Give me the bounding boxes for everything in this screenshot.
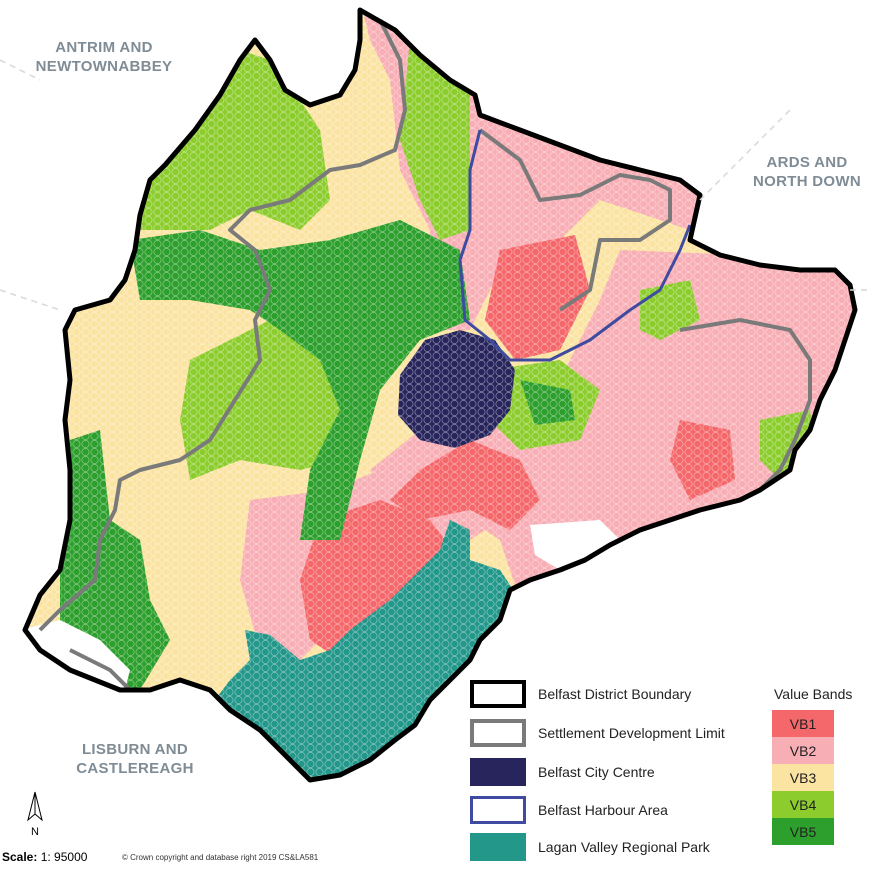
vb2-band: VB2	[772, 737, 834, 764]
value-bands-title: Value Bands	[774, 686, 853, 702]
district-boundary-line	[22, 7, 858, 783]
settlement-limit-line	[679, 318, 812, 492]
legend-item-city-centre: Belfast City Centre	[470, 758, 655, 786]
region-label-lisburn: LISBURN AND CASTLEREAGH	[76, 741, 194, 777]
scale-text: Scale: 1: 95000	[2, 850, 88, 864]
legend-item-lagan: Lagan Valley Regional Park	[470, 833, 710, 861]
neighbour-boundary	[0, 289, 61, 311]
neighbour-boundary	[0, 59, 41, 81]
vb3-band: VB3	[772, 764, 834, 791]
legend-item-boundary: Belfast District Boundary	[470, 680, 691, 708]
settlement-limit-line	[69, 648, 132, 692]
city-centre-swatch	[470, 758, 526, 786]
legend-item-harbour: Belfast Harbour Area	[470, 796, 668, 824]
legend-item-settlement: Settlement Development Limit	[470, 719, 725, 747]
lagan-swatch	[470, 833, 526, 861]
north-label: N	[31, 826, 39, 838]
vb4-band: VB4	[772, 791, 834, 818]
settlement-limit-line	[38, 19, 407, 632]
copyright-text: © Crown copyright and database right 201…	[122, 853, 319, 862]
boundary-swatch	[470, 680, 526, 708]
region-label-ards: ARDS AND NORTH DOWN	[753, 154, 861, 190]
settlement-swatch	[470, 719, 526, 747]
north-arrow-icon: N	[27, 791, 43, 838]
vb5-band: VB5	[772, 818, 834, 845]
harbour-swatch	[470, 796, 526, 824]
settlement-limit-line	[478, 128, 672, 312]
neighbour-boundary	[699, 109, 791, 201]
harbour-area-line	[458, 129, 692, 362]
region-label-antrim: ANTRIM AND NEWTOWNABBEY	[35, 39, 173, 75]
vb1-band: VB1	[772, 710, 834, 737]
